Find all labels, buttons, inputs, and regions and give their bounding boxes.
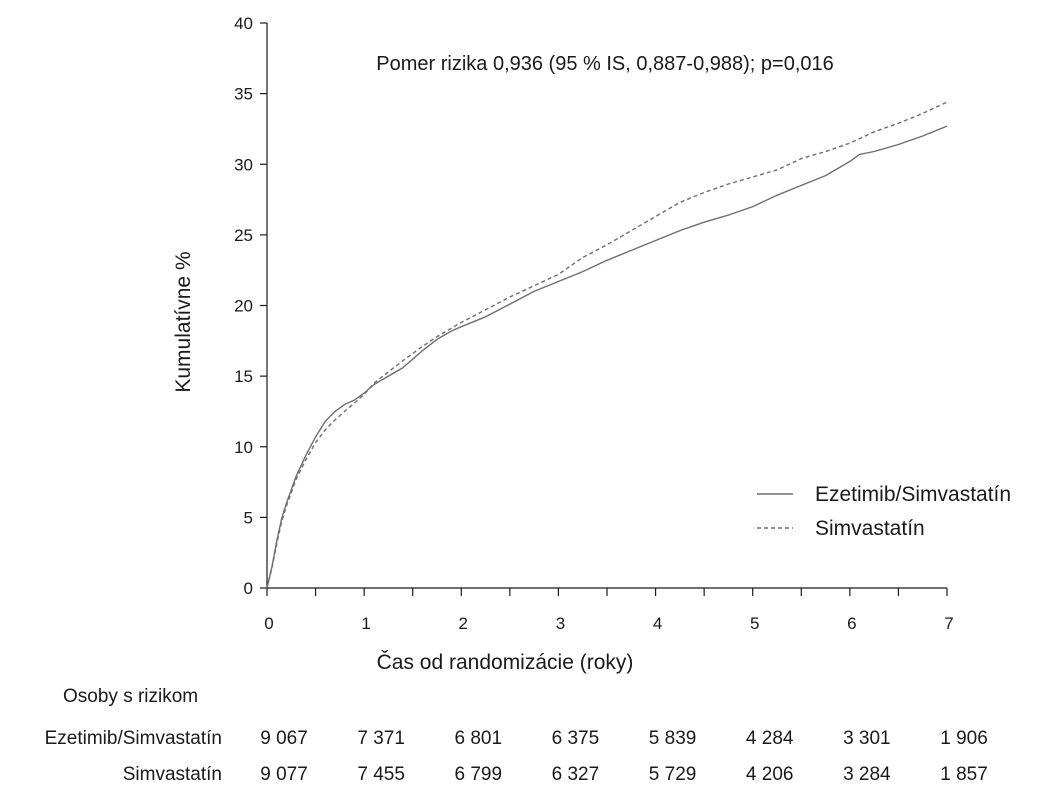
risk-cell: 6 799: [454, 764, 503, 785]
risk-cell: 7 371: [357, 728, 405, 749]
y-tick-label: 10: [234, 438, 253, 457]
x-tick-label: 2: [459, 614, 468, 633]
x-tick-label: 7: [944, 614, 953, 633]
y-tick-label: 30: [234, 155, 253, 174]
y-tick-label: 40: [234, 14, 253, 33]
x-tick-label: 1: [361, 614, 370, 633]
x-tick-label: 0: [264, 614, 273, 633]
risk-cell: 4 206: [745, 764, 794, 785]
series-line-simvastatin: [266, 101, 948, 589]
risk-cell: 6 801: [454, 728, 503, 749]
series-line-ezetimib-simvastatin: [266, 125, 948, 589]
y-tick-label: 5: [244, 508, 253, 527]
risk-row-label-ezetimib: Ezetimib/Simvastatín: [44, 728, 222, 749]
risk-cell: 6 327: [551, 764, 600, 785]
risk-cell: 4 284: [745, 728, 794, 749]
y-tick-label: 25: [234, 226, 253, 245]
risk-cell: 6 375: [551, 728, 600, 749]
numbers-at-risk-header: Osoby s rizikom: [63, 686, 199, 707]
risk-cell: 3 284: [843, 764, 891, 785]
risk-cell: 9 077: [260, 764, 308, 785]
y-tick-label: 35: [234, 85, 253, 104]
hazard-ratio-annotation: Pomer rizika 0,936 (95 % IS, 0,887-0,988…: [376, 53, 834, 75]
y-tick-label: 15: [234, 367, 253, 386]
y-tick-label: 0: [244, 579, 253, 598]
legend: Ezetimib/Simvastatín Simvastatín: [757, 483, 1011, 540]
risk-row-label-simvastatin: Simvastatín: [122, 764, 222, 785]
risk-cell: 3 301: [843, 728, 891, 749]
risk-cell: 5 839: [648, 728, 697, 749]
risk-cell: 5 729: [648, 764, 697, 785]
x-axis-label: Čas od randomizácie (roky): [377, 651, 634, 674]
x-tick-label: 5: [750, 614, 759, 633]
risk-cell: 1 857: [940, 764, 988, 785]
legend-label: Ezetimib/Simvastatín: [815, 483, 1011, 506]
axes: 0 5 10 15 20 25 30 35 40 0 1 2 3 4 5 6 7: [234, 14, 954, 633]
risk-cell: 1 906: [940, 728, 988, 749]
x-tick-label: 3: [556, 614, 565, 633]
risk-cell: 9 067: [260, 728, 308, 749]
y-axis-label: Kumulatívne %: [172, 251, 195, 392]
series-lines: [266, 101, 948, 589]
y-tick-label: 20: [234, 297, 253, 316]
x-tick-label: 4: [653, 614, 662, 633]
legend-label: Simvastatín: [815, 517, 925, 540]
risk-cell: 7 455: [357, 764, 405, 785]
x-tick-label: 6: [847, 614, 856, 633]
